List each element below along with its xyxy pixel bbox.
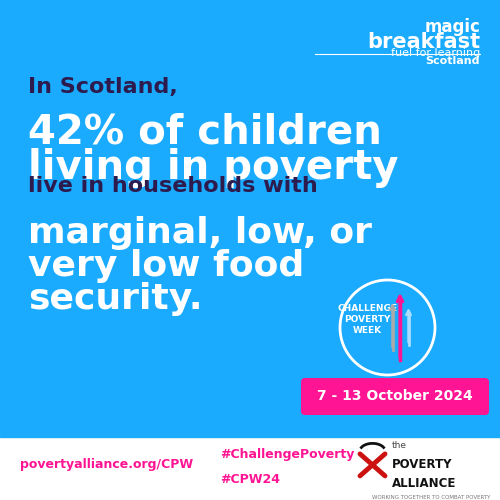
Text: #CPW24: #CPW24 xyxy=(220,473,280,486)
Text: breakfast: breakfast xyxy=(367,32,480,52)
Text: WORKING TOGETHER TO COMBAT POVERTY: WORKING TOGETHER TO COMBAT POVERTY xyxy=(372,495,491,500)
Text: POVERTY: POVERTY xyxy=(392,458,452,471)
Text: 7 - 13 October 2024: 7 - 13 October 2024 xyxy=(317,390,473,404)
Text: the: the xyxy=(392,442,406,450)
Text: 42% of children: 42% of children xyxy=(28,112,382,152)
Text: security.: security. xyxy=(28,282,203,316)
Text: povertyalliance.org/CPW: povertyalliance.org/CPW xyxy=(20,458,193,471)
Text: In Scotland,: In Scotland, xyxy=(28,78,178,98)
Bar xyxy=(0,432,500,500)
Text: living in poverty: living in poverty xyxy=(28,148,399,188)
Text: marginal, low, or: marginal, low, or xyxy=(28,216,372,250)
Text: WEEK: WEEK xyxy=(353,326,382,335)
Text: ALLIANCE: ALLIANCE xyxy=(392,478,456,490)
Text: magic: magic xyxy=(424,18,480,36)
Text: fuel for learning: fuel for learning xyxy=(391,48,480,58)
Text: live in households with: live in households with xyxy=(28,176,318,196)
Text: Scotland: Scotland xyxy=(426,56,480,66)
FancyBboxPatch shape xyxy=(301,378,489,415)
Bar xyxy=(0,430,500,436)
Text: #ChallengePoverty: #ChallengePoverty xyxy=(220,448,354,460)
Text: CHALLENGE: CHALLENGE xyxy=(338,304,398,313)
Text: POVERTY: POVERTY xyxy=(344,315,391,324)
Text: very low food: very low food xyxy=(28,249,305,283)
